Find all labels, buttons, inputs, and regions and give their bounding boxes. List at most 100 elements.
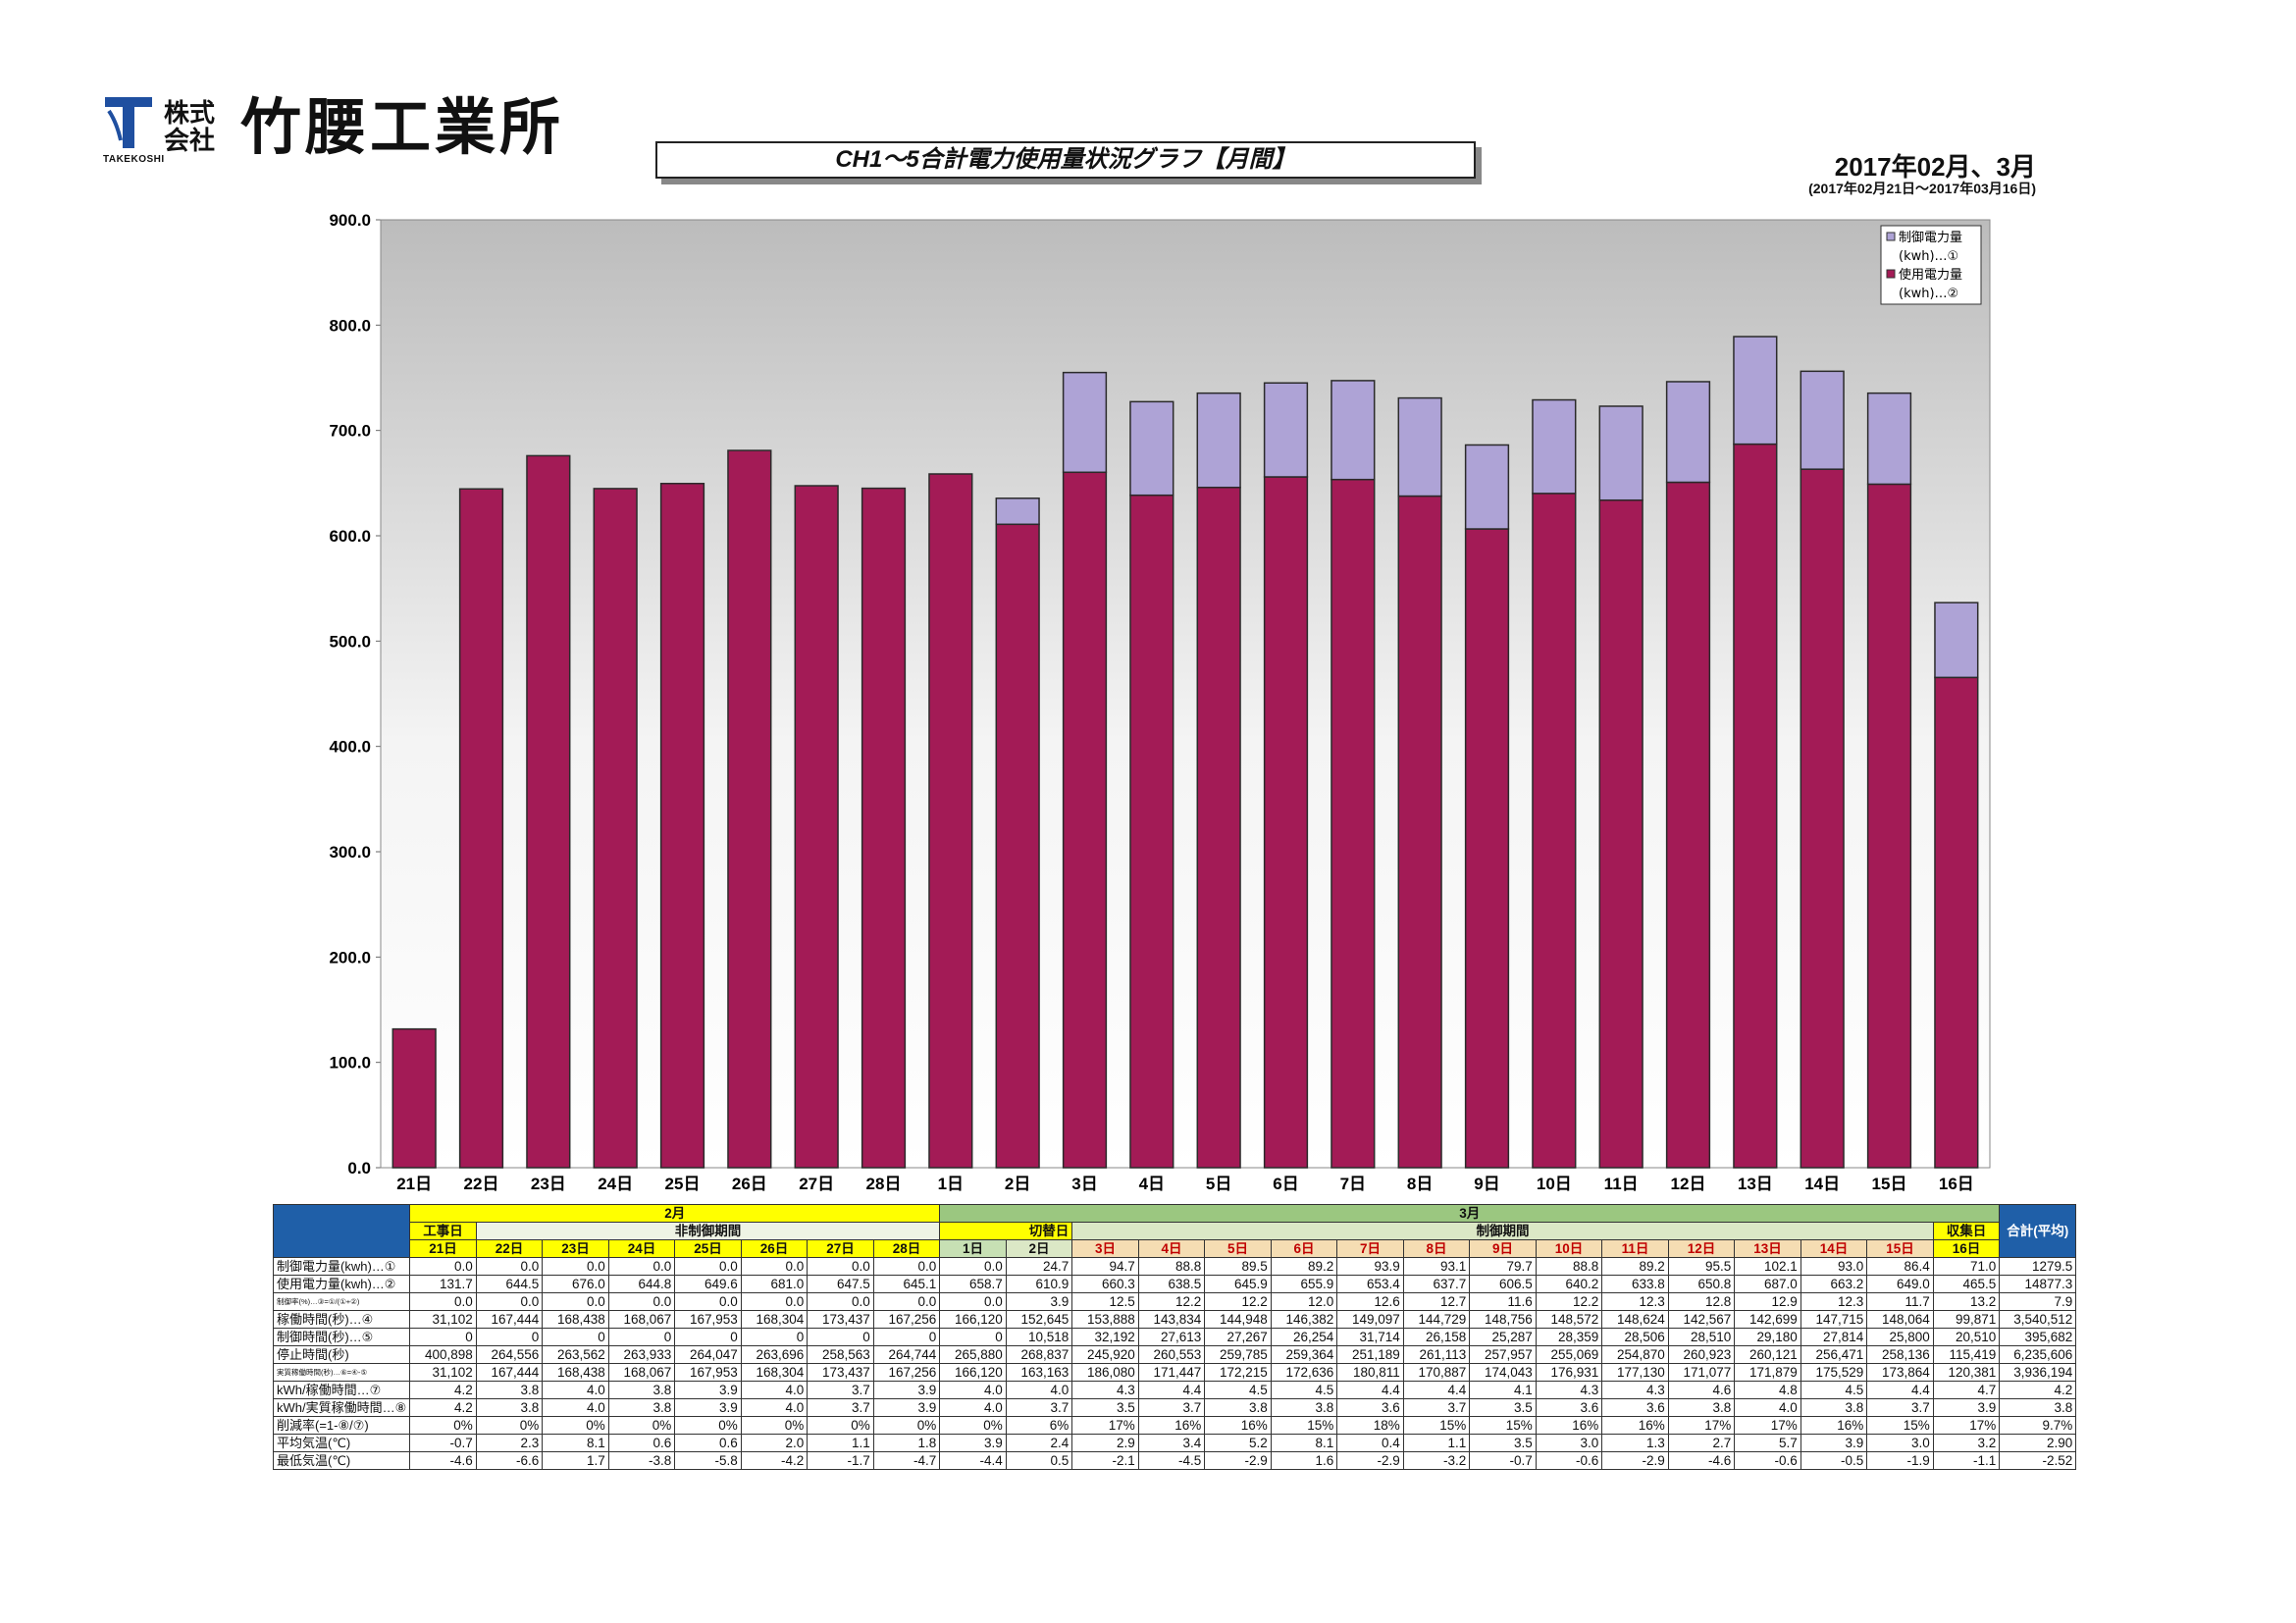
table-cell: 0.0 <box>409 1292 477 1311</box>
table-cell: -0.6 <box>1535 1451 1603 1470</box>
table-cell: 3.9 <box>1005 1292 1073 1311</box>
table-cell: 144,729 <box>1402 1310 1471 1329</box>
table-cell: 3.6 <box>1535 1398 1603 1417</box>
table-cell: 1.6 <box>1270 1451 1338 1470</box>
bar-used-power <box>1598 498 1644 1169</box>
day-header: 3日 <box>1071 1239 1139 1258</box>
y-axis: 0.0 100.0 200.0 300.0 400.0 500.0 600.0 700.0 80… <box>329 211 381 1178</box>
bar-used-power <box>1196 486 1241 1169</box>
table-cell: 180,811 <box>1336 1363 1404 1382</box>
row-label: 停止時間(秒) <box>272 1345 411 1364</box>
table-cell: 0 <box>409 1328 477 1346</box>
table-cell: 95.5 <box>1667 1257 1736 1276</box>
table-cell: 0 <box>740 1328 809 1346</box>
period-label-koji: 工事日 <box>409 1222 477 1240</box>
table-cell: 1.3 <box>1601 1434 1669 1452</box>
chart-title: CH1～5合計電力使用量状況グラフ【月間】 <box>655 141 1476 179</box>
table-cell: 259,364 <box>1270 1345 1338 1364</box>
x-tick-label: 5日 <box>1206 1175 1231 1193</box>
table-cell: 263,562 <box>542 1345 609 1364</box>
table-cell: 3.7 <box>1402 1398 1471 1417</box>
table-cell: 4.4 <box>1866 1381 1934 1399</box>
table-cell: 89.5 <box>1204 1257 1272 1276</box>
bar-control-power <box>1866 392 1912 486</box>
table-cell: 94.7 <box>1071 1257 1139 1276</box>
plot-area <box>380 219 1991 1169</box>
table-cell: 3.8 <box>475 1398 544 1417</box>
table-cell: 0.0 <box>939 1292 1007 1311</box>
bar-used-power <box>391 1027 437 1169</box>
table-cell: 640.2 <box>1535 1275 1603 1293</box>
y-tick-label: 300.0 <box>329 843 371 862</box>
table-cell: 257,957 <box>1469 1345 1537 1364</box>
table-cell: 265,880 <box>939 1345 1007 1364</box>
table-cell: 3.8 <box>475 1381 544 1399</box>
x-tick-label: 21日 <box>396 1175 432 1193</box>
table-cell: 143,834 <box>1137 1310 1206 1329</box>
table-cell: 4.5 <box>1800 1381 1868 1399</box>
table-cell: 148,624 <box>1601 1310 1669 1329</box>
table-cell: -2.9 <box>1601 1451 1669 1470</box>
x-tick-label: 13日 <box>1738 1175 1773 1193</box>
table-cell: 0% <box>409 1416 477 1435</box>
period-label-kirikae: 切替日 <box>939 1222 1073 1240</box>
table-cell: 71.0 <box>1932 1257 2001 1276</box>
table-cell: 3.7 <box>1866 1398 1934 1417</box>
table-cell: 18% <box>1336 1416 1404 1435</box>
table-cell: 650.8 <box>1667 1275 1736 1293</box>
table-cell: 4.4 <box>1336 1381 1404 1399</box>
table-cell: 3.5 <box>1469 1398 1537 1417</box>
row-total: -2.52 <box>1999 1451 2077 1470</box>
table-cell: 167,953 <box>674 1310 742 1329</box>
row-total: 395,682 <box>1999 1328 2077 1346</box>
table-cell: 28,359 <box>1535 1328 1603 1346</box>
table-cell: 264,744 <box>872 1345 941 1364</box>
table-cell: 633.8 <box>1601 1275 1669 1293</box>
table-cell: 31,102 <box>409 1310 477 1329</box>
table-cell: 260,553 <box>1137 1345 1206 1364</box>
legend-label: (kwh)…① <box>1899 249 1958 264</box>
company-logo: 株式 会社 竹腰工業所 TAKEKOSHI <box>103 93 574 172</box>
y-tick-label: 600.0 <box>329 527 371 546</box>
table-cell: 263,696 <box>740 1345 809 1364</box>
day-header: 22日 <box>475 1239 544 1258</box>
table-cell: 11.7 <box>1866 1292 1934 1311</box>
table-cell: 0.0 <box>674 1292 742 1311</box>
x-tick-label: 27日 <box>799 1175 834 1193</box>
row-total: 3,540,512 <box>1999 1310 2077 1329</box>
table-cell: 173,437 <box>807 1363 874 1382</box>
table-cell: 638.5 <box>1137 1275 1206 1293</box>
bar-control-power <box>1062 371 1108 474</box>
table-cell: 102.1 <box>1734 1257 1801 1276</box>
table-cell: 173,437 <box>807 1310 874 1329</box>
bar-used-power <box>928 473 973 1169</box>
table-cell: 31,714 <box>1336 1328 1404 1346</box>
table-cell: 637.7 <box>1402 1275 1471 1293</box>
table-cell: 12.5 <box>1071 1292 1139 1311</box>
table-cell: 3.8 <box>607 1381 676 1399</box>
x-tick-label: 2日 <box>1005 1175 1030 1193</box>
x-tick-label: 25日 <box>665 1175 701 1193</box>
table-cell: 167,256 <box>872 1310 941 1329</box>
bar-used-power <box>1532 493 1577 1169</box>
table-cell: 24.7 <box>1005 1257 1073 1276</box>
table-cell: 258,563 <box>807 1345 874 1364</box>
bar-used-power <box>794 485 839 1169</box>
bar-used-power <box>1331 478 1376 1169</box>
table-cell: -4.4 <box>939 1451 1007 1470</box>
table-cell: 99,871 <box>1932 1310 2001 1329</box>
table-cell: 644.5 <box>475 1275 544 1293</box>
table-cell: 0 <box>607 1328 676 1346</box>
legend-label: (kwh)…② <box>1899 287 1958 301</box>
table-cell: 148,064 <box>1866 1310 1934 1329</box>
table-cell: 17% <box>1071 1416 1139 1435</box>
table-cell: 177,130 <box>1601 1363 1669 1382</box>
table-cell: 663.2 <box>1800 1275 1868 1293</box>
table-cell: 0.0 <box>872 1292 941 1311</box>
row-total: 6,235,606 <box>1999 1345 2077 1364</box>
table-cell: 1.1 <box>1402 1434 1471 1452</box>
table-cell: 0.4 <box>1336 1434 1404 1452</box>
table-cell: 263,933 <box>607 1345 676 1364</box>
row-total: 9.7% <box>1999 1416 2077 1435</box>
table-cell: 3.7 <box>807 1381 874 1399</box>
